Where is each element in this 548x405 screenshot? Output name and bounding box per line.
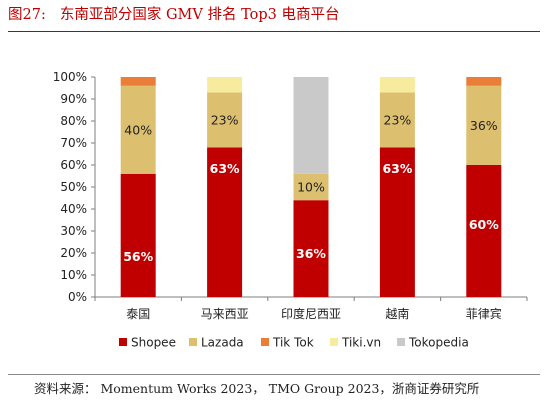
figure-title-text: 东南亚部分国家 GMV 排名 Top3 电商平台 [59, 7, 340, 23]
y-tick-label: 10% [60, 268, 87, 282]
bar-segment [120, 77, 156, 86]
y-tick-label: 20% [60, 246, 87, 260]
x-category-label: 印度尼西亚 [281, 306, 341, 321]
bar-segment [293, 77, 329, 174]
bar-segment [207, 92, 243, 148]
data-label: 63% [382, 161, 412, 176]
y-tick-label: 0% [68, 290, 87, 304]
figure-title: 图27: 东南亚部分国家 GMV 排名 Top3 电商平台 [8, 2, 339, 28]
bar-segment [120, 85, 156, 174]
legend-swatch [261, 338, 269, 346]
bar-segment [466, 165, 502, 297]
y-tick-label: 60% [60, 158, 87, 172]
source-divider [8, 374, 540, 375]
legend-swatch [397, 338, 405, 346]
title-divider [8, 31, 540, 32]
x-category-label: 马来西亚 [201, 307, 249, 321]
bar-segment [466, 85, 502, 165]
bar-segment [207, 77, 243, 93]
data-label: 40% [124, 122, 152, 137]
legend-label: Shopee [131, 336, 176, 350]
y-tick-label: 90% [60, 92, 87, 106]
bar-segment [466, 77, 502, 86]
y-tick-label: 70% [60, 136, 87, 150]
y-tick-label: 30% [60, 224, 87, 238]
figure-number: 图27: [8, 7, 46, 23]
bar-segment [120, 173, 156, 297]
x-category-label: 越南 [385, 306, 409, 321]
data-label: 23% [384, 112, 412, 127]
data-label: 36% [470, 118, 498, 133]
legend-label: Lazada [201, 336, 244, 350]
data-label: 60% [469, 217, 499, 232]
y-tick-label: 80% [60, 114, 87, 128]
legend-label: Tokopedia [408, 336, 469, 350]
y-tick-label: 50% [60, 180, 87, 194]
legend-label: Tik Tok [272, 336, 314, 350]
bar-segment [379, 77, 415, 93]
legend-swatch [119, 338, 127, 346]
y-tick-label: 100% [53, 70, 87, 84]
x-category-label: 菲律宾 [466, 306, 502, 321]
data-label: 63% [210, 161, 240, 176]
bar-segment [293, 200, 329, 297]
legend-label: Tiki.vn [341, 336, 381, 350]
bar-segment [379, 147, 415, 297]
data-label: 36% [296, 246, 326, 261]
x-category-label: 泰国 [126, 307, 150, 321]
y-tick-label: 40% [60, 202, 87, 216]
data-label: 23% [211, 112, 239, 127]
bar-segment [293, 173, 329, 201]
legend-swatch [330, 338, 338, 346]
data-label: 10% [297, 180, 325, 195]
legend-swatch [189, 338, 197, 346]
bar-segment [207, 147, 243, 297]
source-note: 资料来源： Momentum Works 2023， TMO Group 202… [34, 381, 480, 396]
bar-segment [379, 92, 415, 148]
data-label: 56% [123, 249, 153, 264]
